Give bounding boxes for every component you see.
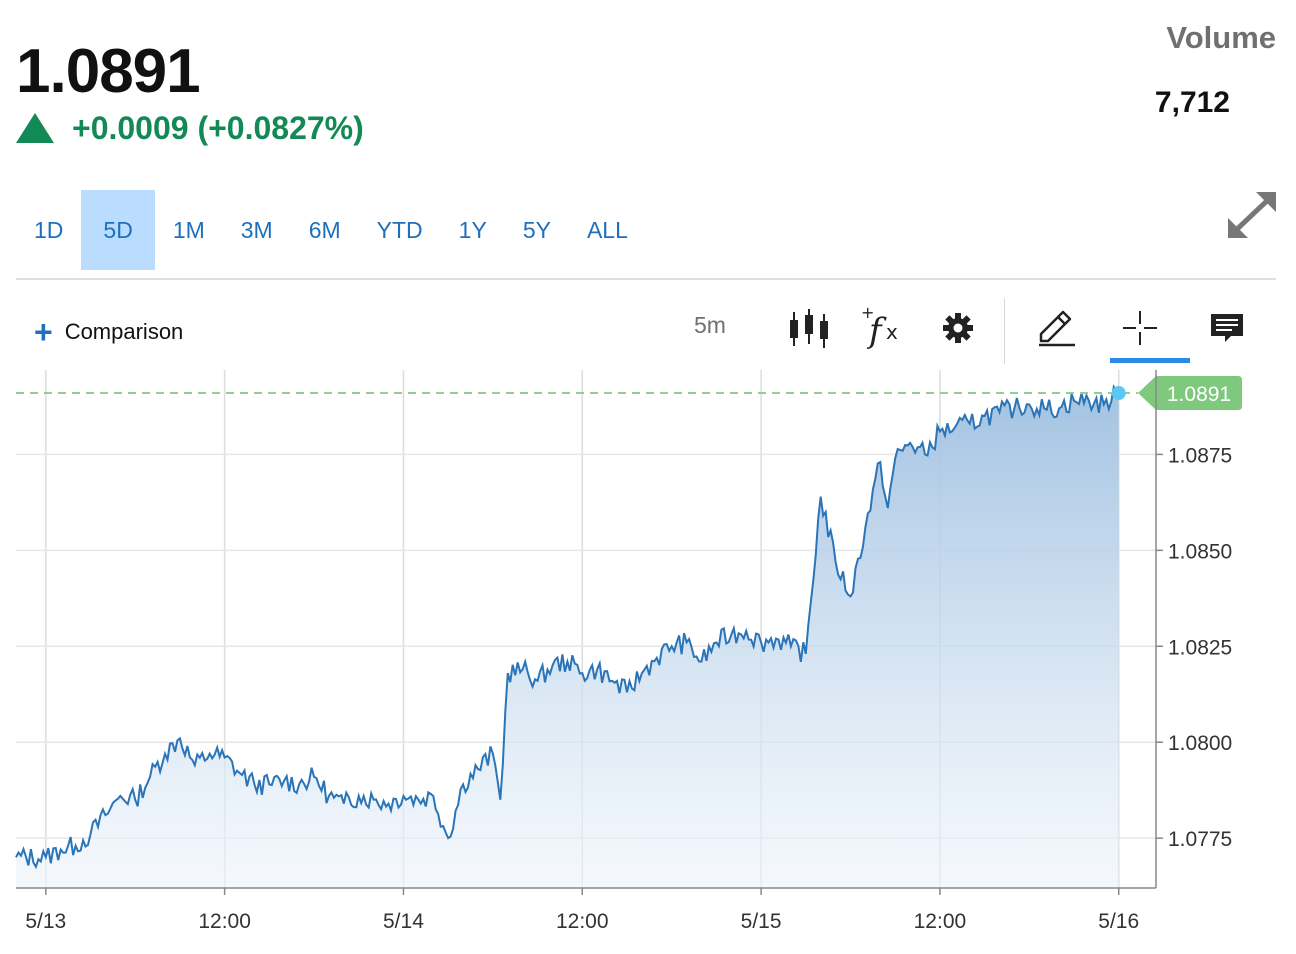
x-tick-label: 12:00 <box>556 910 609 933</box>
volume-value: 7,712 <box>1154 86 1230 119</box>
toolbar-separator <box>1004 298 1005 364</box>
candlestick-icon[interactable] <box>786 300 832 356</box>
range-tabs: 1D 5D 1M 3M 6M YTD 1Y 5Y ALL <box>16 190 646 270</box>
svg-text:x: x <box>886 320 898 344</box>
range-divider <box>16 278 1276 280</box>
comment-icon[interactable] <box>1206 300 1248 356</box>
volume-label: Volume <box>1166 20 1276 55</box>
price-change: +0.0009 (+0.0827%) <box>72 109 364 146</box>
x-tick-label: 5/14 <box>383 910 424 933</box>
x-tick-label: 12:00 <box>198 910 251 933</box>
range-tab-1m[interactable]: 1M <box>172 216 205 243</box>
range-tab-ytd[interactable]: YTD <box>376 216 423 243</box>
crosshair-icon[interactable] <box>1120 300 1160 356</box>
y-tick-label: 1.0775 <box>1168 828 1232 851</box>
last-price-dot <box>1111 386 1126 401</box>
range-tab-5d[interactable]: 5D <box>81 190 155 270</box>
y-tick-label: 1.0850 <box>1168 540 1232 563</box>
range-tab-3m[interactable]: 3M <box>240 216 273 243</box>
x-tick-label: 12:00 <box>914 910 967 933</box>
y-tick-label: 1.0825 <box>1168 636 1232 659</box>
range-tab-5y[interactable]: 5Y <box>522 216 551 243</box>
svg-text:+: + <box>861 304 874 322</box>
x-tick-label: 5/13 <box>25 910 66 933</box>
last-price: 1.0891 <box>16 37 201 106</box>
crosshair-active-indicator <box>1110 358 1190 363</box>
price-line <box>15 384 1120 870</box>
range-tab-6m[interactable]: 6M <box>308 216 341 243</box>
last-price-tag-label: 1.0891 <box>1167 383 1231 406</box>
price-area <box>16 386 1119 888</box>
interval-selector[interactable]: 5m <box>694 312 726 338</box>
last-price-tag: 1.0891 <box>1138 376 1242 411</box>
range-tab-1d[interactable]: 1D <box>34 216 64 243</box>
y-tick-label: 1.0800 <box>1168 732 1232 755</box>
x-tick-label: 5/15 <box>741 910 782 933</box>
x-tick-label: 5/16 <box>1098 910 1139 933</box>
up-triangle-icon <box>16 113 54 143</box>
comparison-label: Comparison <box>64 319 184 344</box>
comparison-button[interactable]: + Comparison <box>34 314 183 350</box>
y-tick-label: 1.0875 <box>1168 444 1232 467</box>
expand-icon[interactable] <box>1226 190 1278 240</box>
plus-icon: + <box>34 314 53 350</box>
function-icon[interactable]: + f x <box>858 300 904 356</box>
pencil-icon[interactable] <box>1034 300 1078 356</box>
range-tab-all[interactable]: ALL <box>586 216 628 243</box>
range-tab-1y[interactable]: 1Y <box>458 216 487 243</box>
gear-icon[interactable] <box>938 300 978 356</box>
change-row: +0.0009 (+0.0827%) <box>16 108 364 148</box>
